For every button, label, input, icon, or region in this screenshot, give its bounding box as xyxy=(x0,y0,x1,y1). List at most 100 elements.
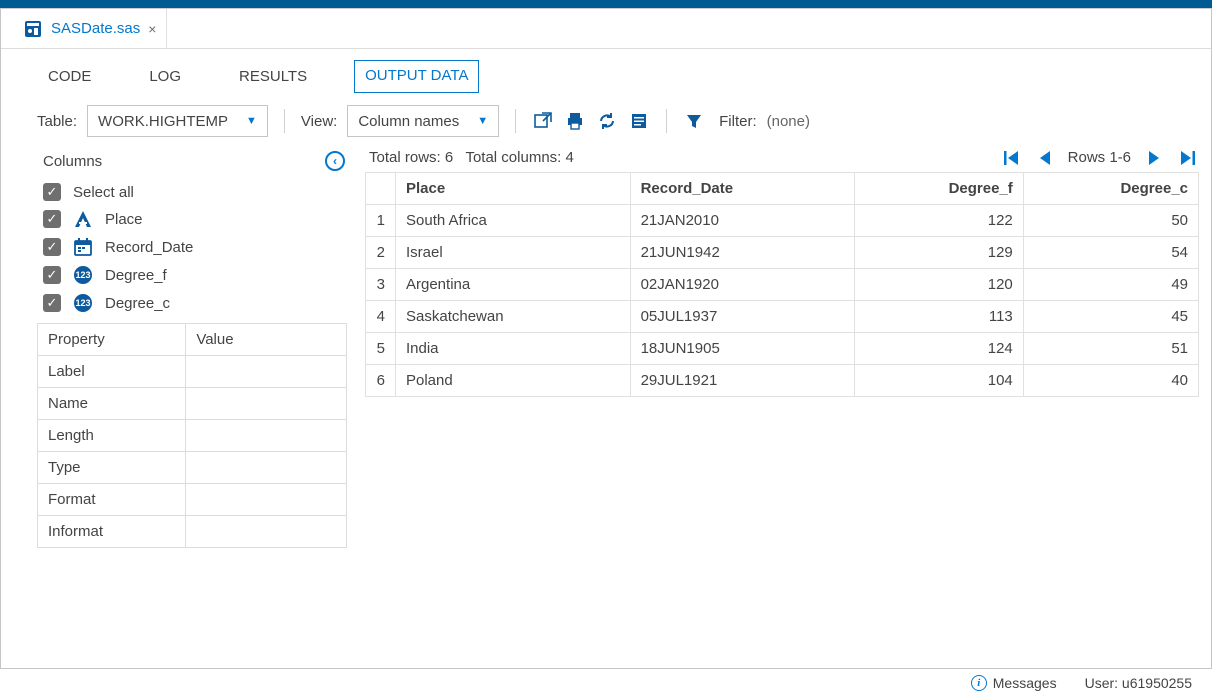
view-select[interactable]: Column names ▼ xyxy=(347,105,499,137)
file-tab-label: SASDate.sas xyxy=(51,20,140,37)
filter-label: Filter: xyxy=(719,113,757,130)
info-icon: i xyxy=(971,675,987,691)
main-split: Columns ‹ ✓ Select all ✓Place✓Record_Dat… xyxy=(1,149,1211,668)
table-row[interactable]: 4Saskatchewan05JUL193711345 xyxy=(366,301,1199,333)
row-index: 6 xyxy=(366,365,396,397)
property-name: Length xyxy=(38,420,186,452)
cell: 51 xyxy=(1023,333,1198,365)
column-header[interactable]: Place xyxy=(396,173,631,205)
page-prev-icon[interactable] xyxy=(1038,151,1052,165)
row-index: 3 xyxy=(366,269,396,301)
cell: 21JAN2010 xyxy=(630,205,855,237)
property-table: Property Value LabelNameLengthTypeFormat… xyxy=(37,323,347,548)
filter-icon[interactable] xyxy=(683,110,705,132)
cell: Argentina xyxy=(396,269,631,301)
property-name: Informat xyxy=(38,516,186,548)
numeric-type-icon: 123 xyxy=(73,293,93,313)
cell: 21JUN1942 xyxy=(630,237,855,269)
total-rows-label: Total rows: xyxy=(369,149,441,166)
close-icon[interactable]: × xyxy=(148,21,156,37)
property-header: Property xyxy=(38,324,186,356)
cell: 02JAN1920 xyxy=(630,269,855,301)
table-row[interactable]: 1South Africa21JAN201012250 xyxy=(366,205,1199,237)
row-index: 5 xyxy=(366,333,396,365)
checkbox-icon[interactable]: ✓ xyxy=(43,238,61,256)
total-cols-value: 4 xyxy=(566,149,574,166)
column-item-label: Degree_c xyxy=(105,295,170,312)
chevron-down-icon: ▼ xyxy=(477,115,488,127)
cell: Saskatchewan xyxy=(396,301,631,333)
property-name: Name xyxy=(38,388,186,420)
cell: India xyxy=(396,333,631,365)
column-header[interactable]: Degree_c xyxy=(1023,173,1198,205)
collapse-columns-icon[interactable]: ‹ xyxy=(325,151,345,171)
property-name: Format xyxy=(38,484,186,516)
page-next-icon[interactable] xyxy=(1147,151,1161,165)
property-row: Informat xyxy=(38,516,347,548)
columns-title: Columns xyxy=(43,153,102,170)
refresh-icon[interactable] xyxy=(596,110,618,132)
column-header[interactable]: Record_Date xyxy=(630,173,855,205)
row-index-header xyxy=(366,173,396,205)
column-item[interactable]: ✓Place xyxy=(43,209,347,229)
file-tab-strip: SASDate.sas × xyxy=(1,9,1211,49)
user-info: User: u61950255 xyxy=(1085,675,1192,691)
grid-topbar: Total rows: 6 Total columns: 4 Rows 1-6 xyxy=(365,149,1199,172)
checkbox-icon[interactable]: ✓ xyxy=(43,266,61,284)
tab-log[interactable]: LOG xyxy=(138,61,192,93)
property-row: Name xyxy=(38,388,347,420)
sas-file-icon xyxy=(23,19,43,39)
checkbox-icon[interactable]: ✓ xyxy=(43,210,61,228)
cell: Poland xyxy=(396,365,631,397)
sql-icon[interactable] xyxy=(628,110,650,132)
select-all-label: Select all xyxy=(73,184,134,201)
column-item[interactable]: ✓Record_Date xyxy=(43,237,347,257)
paging-controls: Rows 1-6 xyxy=(1004,149,1195,166)
export-icon[interactable] xyxy=(532,110,554,132)
table-row[interactable]: 3Argentina02JAN192012049 xyxy=(366,269,1199,301)
cell: 45 xyxy=(1023,301,1198,333)
cell: 49 xyxy=(1023,269,1198,301)
property-value xyxy=(186,452,347,484)
property-name: Label xyxy=(38,356,186,388)
chevron-down-icon: ▼ xyxy=(246,115,257,127)
view-label: View: xyxy=(301,113,337,130)
property-row: Label xyxy=(38,356,347,388)
checkbox-icon[interactable]: ✓ xyxy=(43,183,61,201)
table-row[interactable]: 6Poland29JUL192110440 xyxy=(366,365,1199,397)
property-value xyxy=(186,484,347,516)
column-item-label: Degree_f xyxy=(105,267,167,284)
column-item[interactable]: ✓ 123 Degree_c xyxy=(43,293,347,313)
column-item[interactable]: ✓123Degree_f xyxy=(43,265,347,285)
property-value xyxy=(186,420,347,452)
select-all-row[interactable]: ✓ Select all xyxy=(43,183,347,201)
page-first-icon[interactable] xyxy=(1004,151,1022,165)
table-row[interactable]: 2Israel21JUN194212954 xyxy=(366,237,1199,269)
columns-header: Columns ‹ xyxy=(37,149,347,173)
table-select[interactable]: WORK.HIGHTEMP ▼ xyxy=(87,105,268,137)
table-row[interactable]: 5India18JUN190512451 xyxy=(366,333,1199,365)
column-header[interactable]: Degree_f xyxy=(855,173,1024,205)
checkbox-icon[interactable]: ✓ xyxy=(43,294,61,312)
toolbar-separator xyxy=(515,109,516,133)
cell: 113 xyxy=(855,301,1024,333)
messages-link[interactable]: i Messages xyxy=(971,675,1057,691)
row-index: 2 xyxy=(366,237,396,269)
page-last-icon[interactable] xyxy=(1177,151,1195,165)
tab-code[interactable]: CODE xyxy=(37,61,102,93)
tab-output-data[interactable]: OUTPUT DATA xyxy=(354,60,479,93)
grid-summary: Total rows: 6 Total columns: 4 xyxy=(369,149,574,166)
cell: 124 xyxy=(855,333,1024,365)
app-top-bar xyxy=(0,0,1212,8)
file-tab[interactable]: SASDate.sas × xyxy=(13,9,167,48)
total-cols-label: Total columns: xyxy=(465,149,561,166)
row-index: 4 xyxy=(366,301,396,333)
cell: 129 xyxy=(855,237,1024,269)
property-row: Type xyxy=(38,452,347,484)
tab-results[interactable]: RESULTS xyxy=(228,61,318,93)
user-value: u61950255 xyxy=(1122,675,1192,691)
output-data-toolbar: Table: WORK.HIGHTEMP ▼ View: Column name… xyxy=(1,93,1211,149)
print-icon[interactable] xyxy=(564,110,586,132)
table-label: Table: xyxy=(37,113,77,130)
property-value xyxy=(186,356,347,388)
